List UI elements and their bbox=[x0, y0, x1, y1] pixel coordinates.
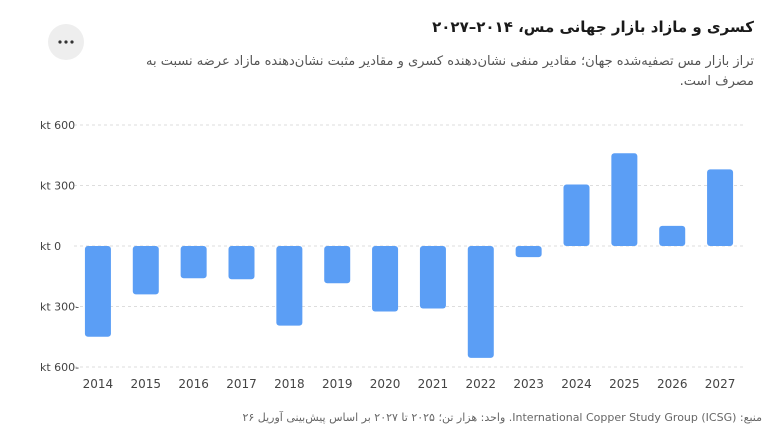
x-tick-label: 2020 bbox=[370, 377, 401, 391]
x-tick-label: 2015 bbox=[131, 377, 162, 391]
y-tick-label: kt 600- bbox=[40, 361, 79, 374]
x-tick-label: 2018 bbox=[274, 377, 305, 391]
bar-2019[interactable] bbox=[324, 246, 351, 284]
x-tick-label: 2016 bbox=[178, 377, 209, 391]
x-tick-label: 2025 bbox=[609, 377, 640, 391]
bar-2014[interactable] bbox=[84, 246, 111, 337]
more-horizontal-icon bbox=[58, 40, 74, 44]
bar-2016[interactable] bbox=[180, 246, 207, 279]
x-tick-label: 2017 bbox=[226, 377, 257, 391]
chart-title: کسری و مازاد بازار جهانی مس، ۲۰۱۴–۲۰۲۷ bbox=[432, 18, 754, 36]
bar-2027[interactable] bbox=[707, 169, 734, 246]
x-tick-label: 2021 bbox=[418, 377, 449, 391]
bar-2015[interactable] bbox=[132, 246, 159, 295]
source-note: منبع: International Copper Study Group (… bbox=[240, 411, 762, 424]
x-tick-label: 2027 bbox=[705, 377, 736, 391]
x-tick-label: 2019 bbox=[322, 377, 353, 391]
bar-2017[interactable] bbox=[228, 246, 255, 280]
x-tick-label: 2024 bbox=[561, 377, 592, 391]
bar-2026[interactable] bbox=[659, 225, 686, 246]
bar-2021[interactable] bbox=[419, 246, 446, 309]
y-tick-label: kt 600 bbox=[40, 119, 75, 132]
bar-chart: kt 600 kt 300 kt 0 kt 300- kt 600- 2014 2015 20… bbox=[40, 119, 744, 391]
y-tick-label: kt 0 bbox=[40, 240, 61, 253]
x-tick-label: 2022 bbox=[466, 377, 497, 391]
y-tick-label: kt 300- bbox=[40, 301, 79, 314]
x-tick-label: 2014 bbox=[83, 377, 114, 391]
chart-subtitle: تراز بازار مس تصفیه‌شده جهان؛ مقادیر منف… bbox=[146, 54, 754, 89]
bar-2023[interactable] bbox=[515, 246, 542, 258]
chart-area: kt 600 kt 300 kt 0 kt 300- kt 600- 2014 2015 20… bbox=[0, 110, 768, 404]
x-tick-label: 2026 bbox=[657, 377, 688, 391]
bar-2022[interactable] bbox=[467, 246, 494, 358]
bar-2024[interactable] bbox=[563, 184, 590, 246]
x-tick-label: 2023 bbox=[513, 377, 544, 391]
bar-2018[interactable] bbox=[276, 246, 303, 326]
more-options-button[interactable] bbox=[48, 24, 84, 60]
y-tick-label: kt 300 bbox=[40, 180, 75, 193]
bar-2025[interactable] bbox=[611, 153, 638, 246]
bar-2020[interactable] bbox=[372, 246, 399, 312]
